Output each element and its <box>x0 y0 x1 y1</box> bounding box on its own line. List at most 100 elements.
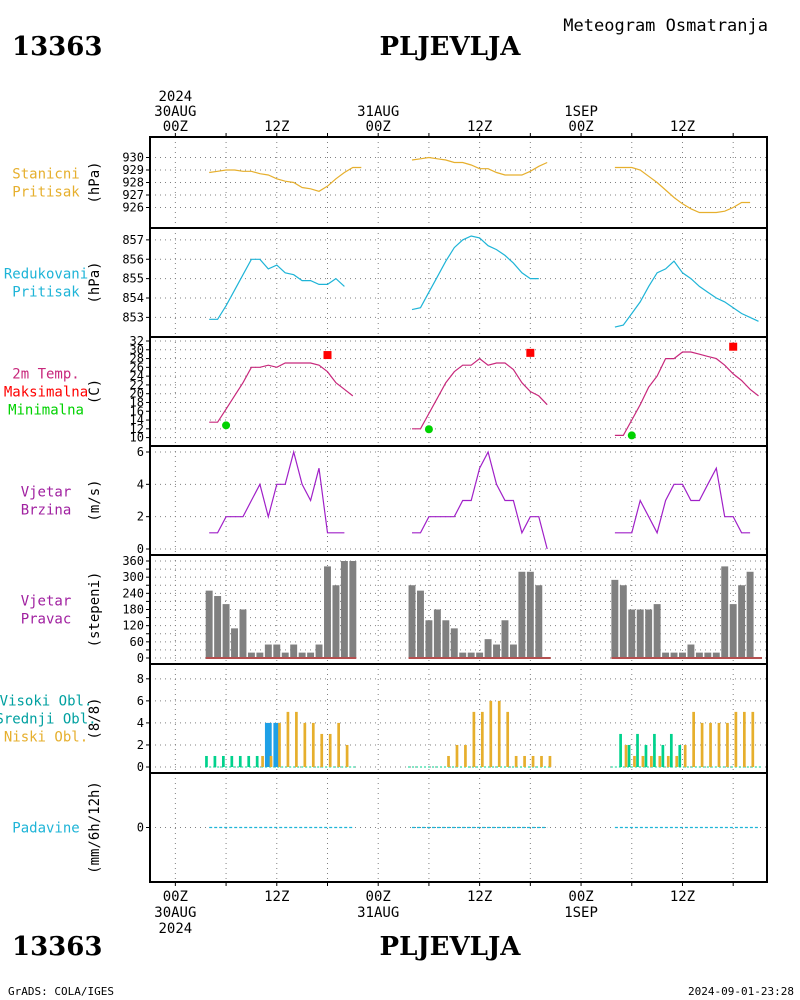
panel-label: Padavine <box>12 821 79 837</box>
wind-direction-bar <box>679 652 686 658</box>
y-tick-label: 853 <box>122 310 144 324</box>
cloud-bar <box>661 744 665 767</box>
cloud-bar <box>230 755 234 767</box>
bottom-time-label: 12Z <box>264 889 289 905</box>
footer-credit: GrADS: COLA/IGES <box>8 985 114 998</box>
y-tick-label: 854 <box>122 291 144 305</box>
cloud-bar <box>264 722 272 767</box>
panel-label: Niski Obl. <box>4 730 88 746</box>
cloud-bar <box>261 755 264 767</box>
y-tick-label: 28 <box>130 352 144 366</box>
top-time-label: 12Z <box>670 119 695 135</box>
temperature-series-line <box>614 351 759 436</box>
panel-frame <box>149 136 768 229</box>
wind-direction-bar <box>205 590 213 658</box>
y-tick-label: 0 <box>137 542 144 556</box>
wind-direction-bar <box>324 566 331 658</box>
y-tick-label: 855 <box>122 272 144 286</box>
cloud-bar <box>523 755 526 767</box>
wind-direction-bar <box>281 652 289 658</box>
wind-direction-bar <box>535 585 543 658</box>
bottom-time-label: 12Z <box>467 889 492 905</box>
wind-direction-bar <box>298 652 306 658</box>
top-time-label: 2024 <box>158 89 192 105</box>
panel-label: 2m Temp. <box>12 367 79 383</box>
panel-wind: 0 2 4 6 (m/s) Vjetar Brzina <box>21 445 768 556</box>
cloud-bar <box>489 700 493 767</box>
cloud-bar <box>700 722 704 767</box>
wind-direction-bar <box>526 571 534 658</box>
station-name-top: PLJEVLJA <box>380 32 522 62</box>
y-axis-unit: (C) <box>87 379 103 404</box>
panel-frame <box>149 772 768 883</box>
wind-direction-bar <box>704 652 712 658</box>
bottom-time-label: 1SEP <box>564 905 598 921</box>
cloud-bar <box>619 733 622 767</box>
y-tick-label: 14 <box>130 413 144 427</box>
top-time-label: 00Z <box>163 119 188 135</box>
y-tick-label: 26 <box>130 360 144 374</box>
y-axis-unit: (8/8) <box>87 697 103 739</box>
cloud-bar <box>624 744 628 767</box>
y-tick-label: 6 <box>137 445 144 459</box>
y-axis-unit: (m/s) <box>87 479 103 521</box>
bottom-time-label: 2024 <box>158 921 192 937</box>
wind-direction-bar <box>408 585 416 658</box>
cloud-bar <box>734 711 738 767</box>
panel-label: Redukovani <box>4 267 88 283</box>
reduced-series-line <box>209 258 345 320</box>
panel-label: Vjetar <box>21 594 72 610</box>
wind-direction-bar <box>433 609 441 658</box>
wind-direction-bar <box>247 652 255 658</box>
cloud-bar <box>742 711 746 767</box>
cloud-bar <box>531 755 535 767</box>
tmax-marker <box>323 351 332 360</box>
wind-direction-bar <box>729 604 737 658</box>
wind-direction-bar <box>746 571 754 658</box>
wind-direction-bar <box>721 566 729 658</box>
bottom-time-label: 00Z <box>568 889 593 905</box>
cloud-bar <box>255 755 259 767</box>
cloud-bar <box>337 722 341 767</box>
y-tick-label: 120 <box>122 619 144 633</box>
bottom-time-label: 31AUG <box>357 905 399 921</box>
wind-direction-bar <box>332 585 340 658</box>
wind-direction-bar <box>501 620 509 658</box>
panel-label: Maksimalna <box>4 385 88 401</box>
wind-direction-bar <box>628 609 636 658</box>
y-tick-label: 856 <box>122 252 144 266</box>
wind-direction-bar <box>687 644 695 658</box>
panel-label: Brzina <box>21 503 72 519</box>
wind-direction-bar <box>450 628 458 658</box>
cloud-bar <box>455 744 459 767</box>
y-axis-unit: (mm/6h/12h) <box>87 781 103 874</box>
cloud-bar <box>295 711 298 767</box>
wind-series-line <box>412 450 548 550</box>
wind-direction-bar <box>493 644 500 658</box>
wind-direction-bar <box>484 639 492 658</box>
cloud-bar <box>472 711 476 767</box>
panel-label: Pritisak <box>12 285 80 301</box>
cloud-bar <box>658 755 662 767</box>
cloud-bar <box>328 733 332 767</box>
y-tick-label: 6 <box>137 694 144 708</box>
wind-direction-bar <box>290 644 298 658</box>
cloud-bar <box>247 755 251 767</box>
wind-direction-bar <box>467 652 475 658</box>
cloud-bar <box>506 711 510 767</box>
cloud-bar <box>669 733 673 767</box>
y-tick-label: 32 <box>130 334 144 348</box>
wind-direction-bar <box>619 585 627 658</box>
tmin-marker <box>627 431 636 440</box>
wind-direction-bar <box>231 628 238 658</box>
cloud-bar <box>447 755 450 767</box>
wind-direction-bar <box>340 561 348 658</box>
cloud-bar <box>464 744 467 767</box>
cloud-bar <box>653 733 656 767</box>
y-tick-label: 4 <box>137 716 144 730</box>
meteogram-panels: 926927928929930(hPa)StanicniPritisak8538… <box>0 133 768 886</box>
cloud-bar <box>641 755 645 767</box>
bottom-time-label: 00Z <box>366 889 391 905</box>
y-tick-label: 10 <box>130 431 144 445</box>
